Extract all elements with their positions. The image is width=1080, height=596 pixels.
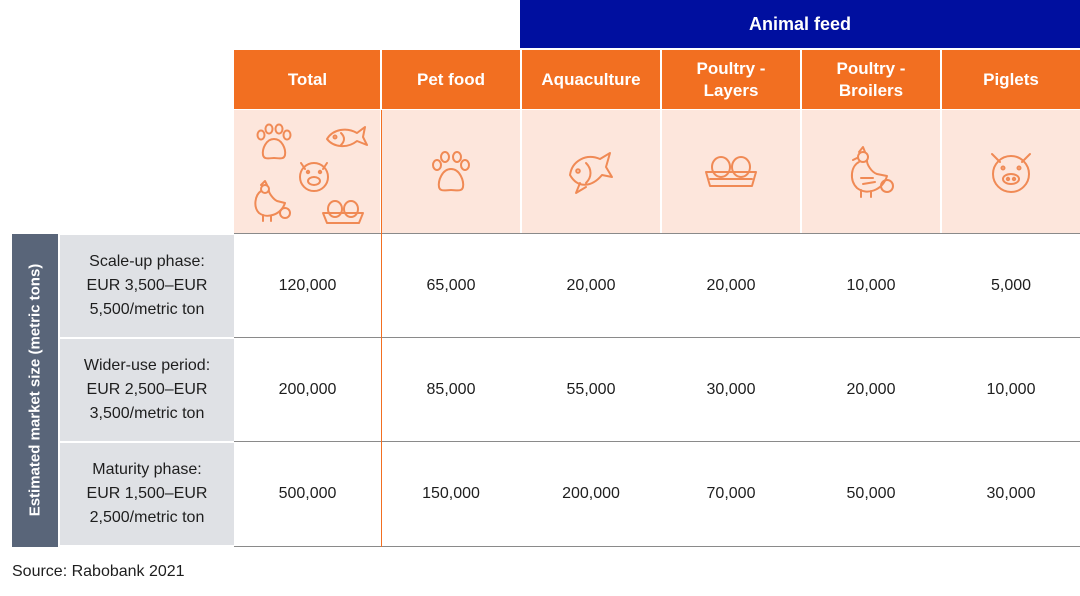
total-icons-group: [253, 123, 368, 224]
column-header-line: Aquaculture: [541, 69, 641, 89]
paw-icon: [256, 123, 291, 159]
row-label-line: Wider-use period:: [83, 357, 211, 374]
row-label-line: 5,500/metric ton: [89, 301, 205, 318]
value-cell: 85,000: [426, 381, 476, 398]
icon-cell-pet-food: [382, 110, 520, 233]
column-header-poultry-broilers: Poultry - Broilers: [802, 50, 940, 109]
column-header-line: Layers: [703, 80, 759, 100]
eggs-icon: [705, 155, 757, 187]
row-axis-label: Estimated market size (metric tons): [26, 263, 44, 517]
icon-cell-piglets: [942, 110, 1080, 233]
pig-icon: [298, 161, 329, 192]
value-cell: 200,000: [278, 381, 337, 398]
row-label-line: EUR 2,500–EUR: [86, 381, 208, 398]
value-cell: 20,000: [566, 277, 616, 294]
value-cell: 55,000: [566, 381, 616, 398]
column-divider: [520, 50, 522, 233]
fish-icon: [325, 125, 368, 147]
row-label-line: 2,500/metric ton: [89, 509, 205, 526]
value-cell: 10,000: [986, 381, 1036, 398]
row-axis-label-box: [12, 234, 58, 547]
column-header-pet-food: Pet food: [382, 50, 520, 109]
value-cell: 10,000: [846, 277, 896, 294]
row-label-wider-use: Wider-use period: EUR 2,500–EUR 3,500/me…: [60, 339, 234, 441]
icon-cell-poultry-broilers: [802, 110, 940, 233]
row-divider: [234, 233, 1080, 234]
column-divider: [940, 50, 942, 233]
column-header-line: Broilers: [838, 80, 904, 100]
row-label-line: EUR 3,500–EUR: [86, 277, 208, 294]
row-label-line: 3,500/metric ton: [89, 405, 205, 422]
source-note: Source: Rabobank 2021: [12, 563, 185, 580]
chicken-icon: [851, 145, 894, 198]
value-cell: 5,000: [990, 277, 1032, 294]
row-divider: [234, 441, 1080, 442]
value-cell: 30,000: [706, 381, 756, 398]
column-header-total: Total: [234, 50, 381, 109]
value-cell: 20,000: [846, 381, 896, 398]
animal-feed-banner: Animal feed: [520, 0, 1080, 48]
icon-cell-aquaculture: [522, 110, 660, 233]
column-header-line: Poultry -: [836, 58, 906, 78]
icon-cell-poultry-layers: [662, 110, 800, 233]
column-header-line: Poultry -: [696, 58, 766, 78]
row-label-line: Maturity phase:: [92, 461, 202, 478]
row-label-line: Scale-up phase:: [89, 253, 205, 270]
value-cell: 120,000: [278, 277, 337, 294]
chicken-icon: [253, 179, 291, 222]
row-divider: [234, 546, 1080, 547]
row-label-line: EUR 1,500–EUR: [86, 485, 208, 502]
column-header-piglets: Piglets: [942, 50, 1080, 109]
row-label-scale-up: Scale-up phase: EUR 3,500–EUR 5,500/metr…: [60, 235, 234, 337]
value-cell: 50,000: [846, 485, 896, 502]
value-cell: 150,000: [422, 485, 480, 502]
icon-cell-total: [234, 110, 381, 233]
value-cell: 200,000: [562, 485, 620, 502]
column-header-line: Total: [287, 69, 328, 89]
value-cell: 500,000: [278, 485, 337, 502]
paw-icon: [432, 150, 470, 191]
pig-icon: [991, 152, 1031, 193]
column-divider: [660, 50, 662, 233]
fish-icon: [569, 151, 613, 194]
value-cell: 70,000: [706, 485, 756, 502]
value-cell: 65,000: [426, 277, 476, 294]
column-header-poultry-layers: Poultry - Layers: [662, 50, 800, 109]
row-label-maturity: Maturity phase: EUR 1,500–EUR 2,500/metr…: [60, 443, 234, 545]
value-cell: 20,000: [706, 277, 756, 294]
column-header-aquaculture: Aquaculture: [522, 50, 660, 109]
column-divider: [800, 50, 802, 233]
total-column-divider: [381, 110, 382, 547]
column-header-line: Piglets: [983, 69, 1039, 89]
eggs-icon: [321, 199, 364, 224]
column-header-line: Pet food: [417, 69, 485, 89]
value-cell: 30,000: [986, 485, 1036, 502]
row-divider: [234, 337, 1080, 338]
